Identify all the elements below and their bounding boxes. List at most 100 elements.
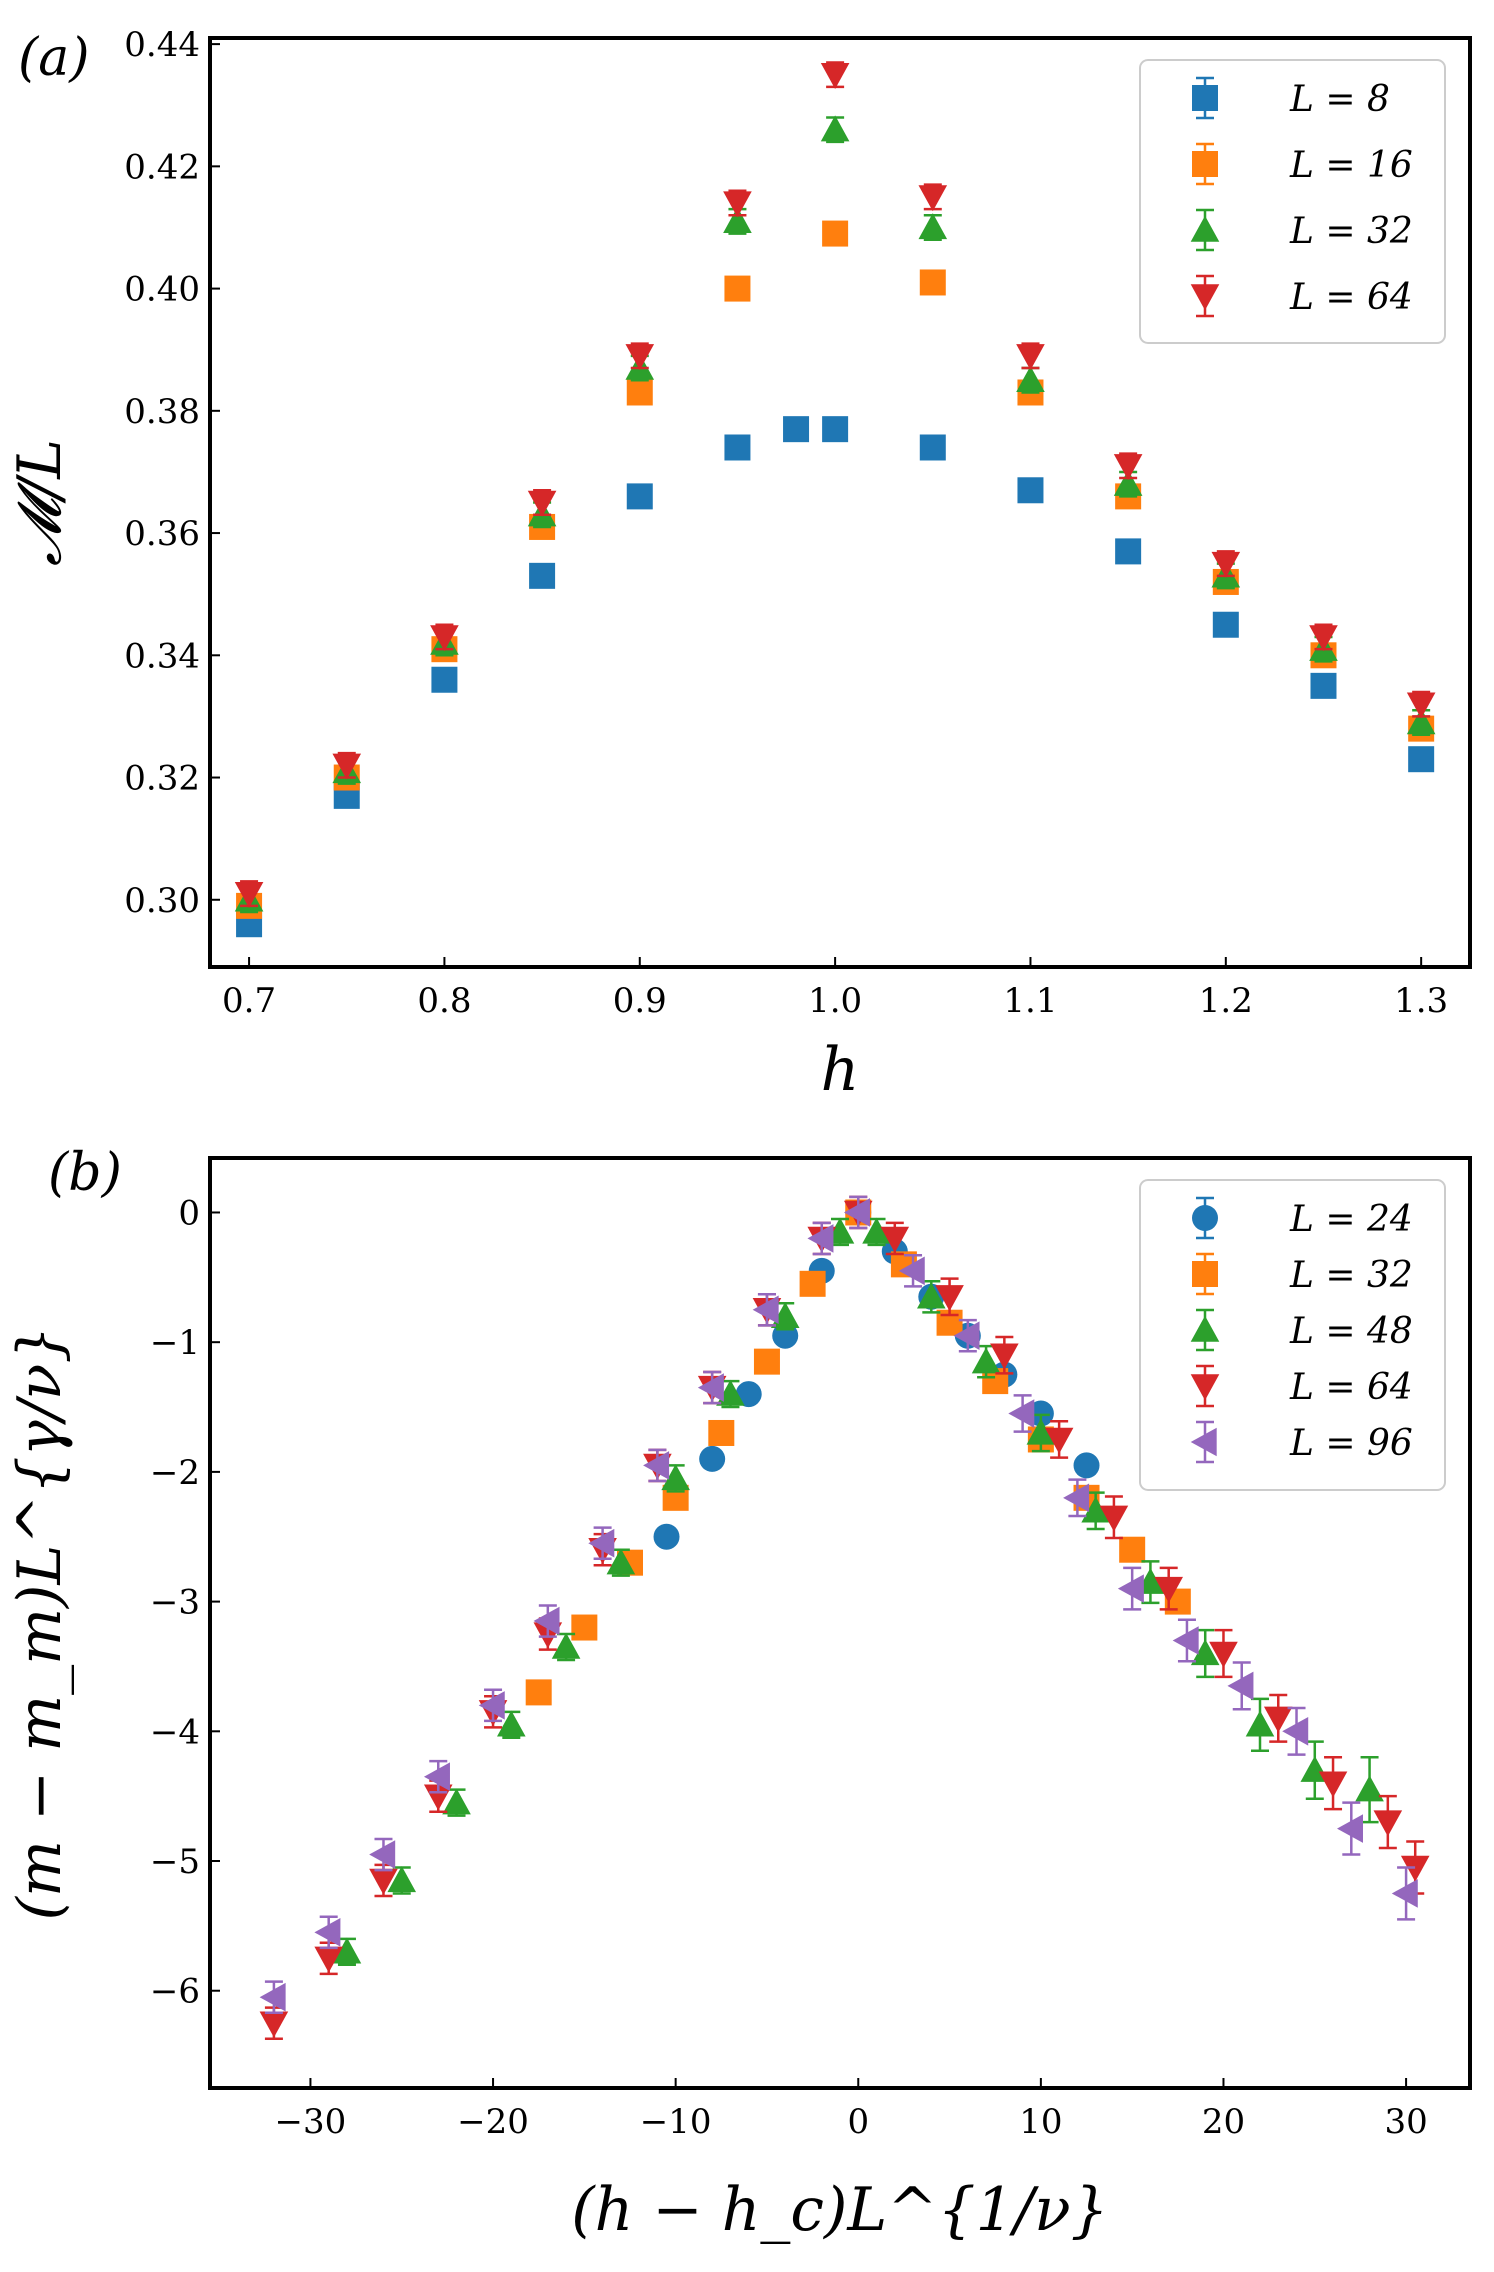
data-point [953,1321,980,1350]
data-point [724,434,751,461]
legend-label: L = 24 [1289,1199,1413,1240]
data-point [935,1285,964,1312]
data-point [783,416,810,443]
data-layer [259,1195,1430,2040]
data-point [1008,1399,1035,1428]
legend-label: L = 32 [1289,1255,1413,1296]
data-point [898,1256,925,1286]
series-L64 [234,61,1436,908]
data-point [525,1679,552,1706]
data-point [332,753,362,780]
data-point [918,213,948,240]
data-point [1017,477,1044,504]
data-point [1406,708,1436,735]
y-tick-label: 0.34 [124,636,200,676]
data-point [735,1381,762,1408]
data-point [918,185,948,212]
data-point [1115,538,1142,565]
data-point [332,1937,362,1964]
x-tick-label: −10 [640,2102,712,2142]
data-point [1408,746,1435,773]
x-tick-label: 0.8 [417,981,471,1021]
legend-box [1139,1179,1446,1491]
data-point [643,1451,670,1480]
x-axis-label: h [821,1035,860,1105]
data-point [259,2011,289,2038]
legend-marker [1190,1315,1220,1342]
data-point [653,1523,680,1550]
x-tick-label: 20 [1202,2102,1245,2142]
data-point [588,1528,615,1558]
data-point [606,1548,636,1575]
panel-label: (a) [18,28,90,88]
y-tick-label: 0.30 [124,881,200,921]
data-point [807,1224,834,1253]
legend-marker [1192,85,1218,111]
panel-a: 0.7 0.8 0.9 1.0 1.1 1.2 1.3 0.30 0.32 0.34 0.36 0.3… [5,25,1472,1105]
data-point [1391,1879,1418,1908]
data-point [259,1982,286,2012]
plot-frame [208,36,1472,969]
y-axis-label: (m − m_m)L^{γ/ν} [5,1326,75,1921]
data-point [1373,1810,1403,1837]
x-tick-label: −20 [457,2102,529,2142]
data-point [724,275,751,302]
data-point [822,416,849,443]
data-point [442,1788,471,1815]
legend-marker [1192,1205,1218,1231]
data-point [478,1691,505,1720]
data-point [1063,1483,1090,1513]
data-point [822,220,849,247]
legend-marker [1190,284,1220,311]
data-point [431,666,458,693]
legend-label: L = 16 [1289,145,1413,186]
data-point [1337,1814,1364,1843]
data-point [1245,1710,1275,1737]
legend-marker [1190,1374,1220,1401]
legend-label: L = 96 [1289,1423,1413,1464]
y-tick-label: 0.36 [124,514,200,554]
data-point [1026,1418,1056,1445]
legend-label: L = 32 [1289,211,1413,252]
data-point [880,1226,910,1253]
y-tick-label: 0.40 [124,270,200,310]
data-point [423,1762,450,1792]
data-point [497,1710,526,1737]
y-tick-label: 0.42 [124,147,200,187]
data-point [971,1347,1001,1374]
y-axis-label: 𝓜/L [5,439,75,566]
y-tick-label: 0.32 [124,759,200,799]
data-point [369,1840,396,1869]
y-tick-label: −1 [150,1323,200,1363]
data-point [1282,1717,1309,1746]
legend-marker [1190,215,1220,242]
data-point [1310,672,1337,699]
data-point [1209,1641,1238,1668]
series-L32 [525,1199,1191,1706]
legend-marker [1192,1261,1218,1287]
data-point [862,1217,891,1244]
data-point [919,434,946,461]
y-tick-label: −4 [150,1712,200,1752]
x-tick-label: 1.0 [808,981,862,1021]
legend-marker [1190,1427,1217,1457]
x-tick-label: 30 [1384,2102,1427,2142]
data-point [799,1270,826,1297]
y-tick-label: 0.44 [124,25,200,65]
data-point [699,1445,726,1472]
data-point [551,1632,581,1659]
data-point [1227,1671,1254,1701]
data-point [1190,1639,1220,1666]
data-point [387,1866,417,1893]
data-point [1355,1775,1384,1802]
data-point [843,1198,870,1227]
data-point [430,625,459,652]
data-point [1016,344,1045,371]
data-point [1154,1576,1183,1603]
data-point [1400,1855,1430,1882]
data-point [1081,1496,1110,1523]
panel-label: (b) [48,1143,122,1203]
legend-label: L = 48 [1289,1311,1413,1352]
legend: L = 24 L = 32 L = 48 L = 64 L = 96 [1139,1179,1446,1491]
data-point [1309,625,1338,652]
